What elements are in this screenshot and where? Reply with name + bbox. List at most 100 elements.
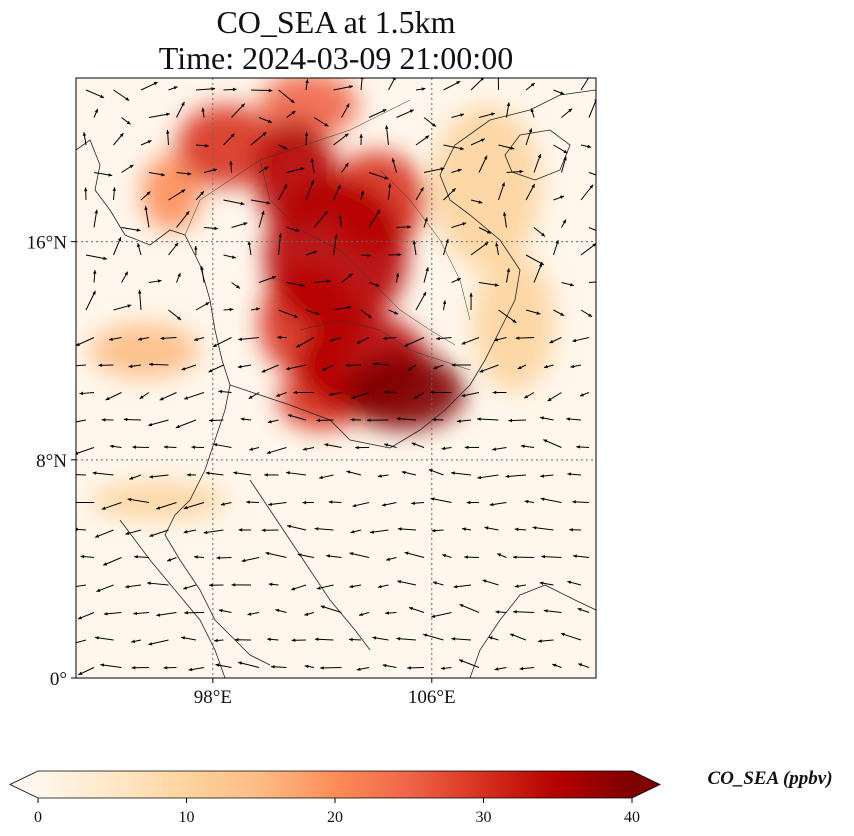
wind-arrow-head	[381, 503, 386, 507]
wind-arrow-head	[560, 195, 564, 199]
wind-arrow-head	[588, 74, 591, 78]
wind-arrow-head	[119, 133, 124, 137]
wind-arrow-head	[287, 414, 292, 418]
colorbar-gradient	[38, 771, 632, 798]
wind-arrow-head	[329, 338, 334, 342]
wind-arrow-head	[204, 143, 209, 148]
wind-arrow-head	[425, 135, 430, 140]
wind-arrow-head	[316, 586, 321, 590]
wind-arrow-head	[249, 447, 254, 451]
wind-arrow-head	[237, 364, 242, 369]
wind-arrow-head	[345, 363, 350, 368]
wind-arrow-head	[324, 443, 329, 447]
border-line	[184, 99, 411, 236]
co-concentration-field	[89, 78, 555, 520]
wind-arrow-shaft	[580, 78, 590, 91]
wind-arrow-head	[560, 312, 565, 316]
wind-arrow-head	[552, 663, 557, 667]
wind-arrow-head	[563, 149, 568, 154]
wind-arrow-head	[194, 337, 198, 341]
wind-arrow-head	[129, 164, 134, 169]
wind-arrow-head	[477, 475, 482, 480]
wind-arrow-head	[215, 663, 220, 667]
latitude-tick-label: 8°N	[36, 451, 67, 472]
colorbar-label: CO_SEA (ppbv)	[707, 768, 833, 789]
wind-arrow-shaft	[360, 78, 363, 91]
wind-arrow-head	[505, 474, 510, 479]
wind-arrow-head	[314, 637, 319, 641]
wind-arrow-head	[394, 311, 399, 315]
wind-arrow-head	[149, 475, 154, 479]
wind-arrow-head	[166, 112, 170, 117]
co-plume	[89, 323, 200, 378]
wind-arrow-head	[524, 394, 529, 399]
coastline-hainan	[504, 129, 571, 181]
wind-arrow-head	[184, 611, 188, 615]
wind-arrow-head	[457, 168, 462, 173]
wind-arrow-head	[513, 610, 517, 614]
wind-arrow-head	[528, 128, 533, 133]
wind-arrow-head	[305, 79, 309, 84]
wind-arrow-head	[492, 390, 497, 395]
wind-arrow-head	[241, 558, 246, 563]
wind-arrow-head	[153, 82, 158, 86]
map-title-line-1: CO_SEA at 1.5km	[216, 4, 456, 40]
wind-arrow-head	[231, 255, 236, 259]
wind-arrow-head	[421, 87, 426, 91]
wind-arrow-head	[136, 228, 141, 232]
wind-arrow-head	[568, 108, 573, 113]
wind-arrow-head	[283, 184, 287, 189]
wind-arrow-head	[316, 418, 321, 423]
wind-arrow-head	[218, 608, 223, 613]
wind-arrow-head	[125, 97, 130, 101]
wind-arrow-head	[603, 232, 607, 235]
wind-arrow-head	[103, 562, 108, 566]
wind-arrow-head	[501, 182, 505, 187]
wind-arrow-head	[319, 475, 323, 480]
wind-arrow-head	[138, 289, 142, 294]
wind-arrow-shaft	[320, 605, 342, 613]
wind-arrow-head	[78, 671, 83, 675]
wind-arrow-head	[103, 256, 108, 261]
wind-arrow-head	[156, 613, 161, 617]
coastline-mainland	[76, 139, 271, 666]
wind-arrow-head	[128, 364, 133, 368]
wind-arrow-head	[286, 471, 290, 475]
wind-arrow-head	[345, 103, 350, 108]
wind-arrow-head	[100, 663, 105, 667]
wind-arrow-head	[98, 363, 103, 368]
wind-arrow-shaft	[278, 233, 282, 256]
wind-arrow-head	[320, 666, 324, 670]
wind-arrow-head	[488, 636, 493, 640]
wind-arrow-head	[205, 471, 210, 475]
wind-arrow-head	[94, 108, 98, 113]
wind-arrow-head	[157, 279, 162, 283]
wind-arrow-head	[367, 314, 372, 318]
wind-arrow-head	[95, 636, 99, 640]
wind-arrow-head	[67, 586, 71, 589]
wind-arrow-head	[184, 396, 189, 400]
wind-arrow-head	[229, 307, 234, 312]
wind-arrow-head	[408, 366, 413, 371]
wind-arrow-head	[514, 584, 519, 588]
co-plume	[431, 105, 542, 269]
wind-arrow-head	[266, 450, 271, 454]
wind-arrow-head	[277, 335, 281, 340]
wind-arrow-head	[351, 395, 356, 399]
wind-arrow-head	[188, 667, 193, 672]
wind-arrow-head	[161, 172, 165, 177]
wind-arrow-head	[324, 211, 328, 216]
wind-arrow-head	[264, 473, 268, 477]
co-plume	[177, 105, 276, 188]
wind-arrow-head	[432, 581, 437, 585]
wind-arrow-head	[456, 278, 461, 282]
wind-arrow-head	[404, 551, 409, 555]
wind-arrow-head	[573, 554, 577, 558]
wind-arrow-head	[167, 558, 172, 562]
wind-arrow-head	[214, 226, 219, 231]
wind-arrow-head	[278, 233, 282, 238]
wind-arrow-head	[385, 125, 389, 130]
coastline-malay-east	[249, 479, 371, 651]
wind-arrow-head	[480, 138, 485, 142]
